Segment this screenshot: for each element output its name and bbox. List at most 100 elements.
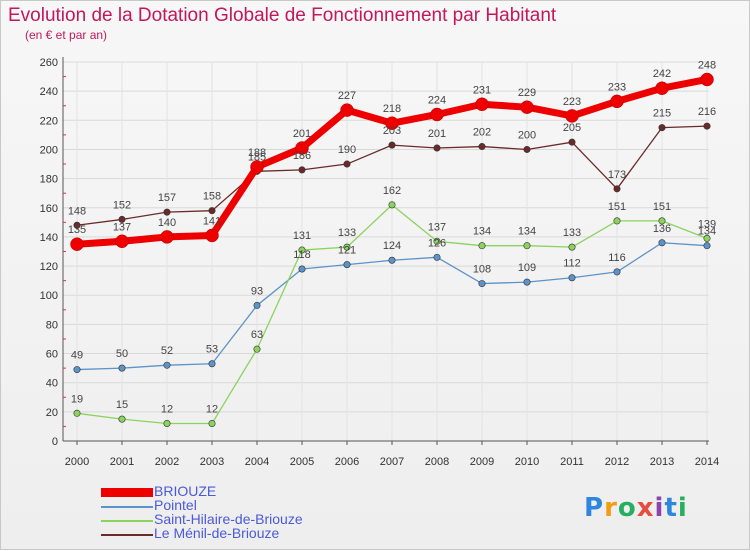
y-tick-label-180: 180: [40, 174, 58, 186]
legend-swatch-saint-hilaire-de-briouze: [101, 520, 153, 522]
data-label-briouze-2008: 224: [428, 94, 446, 106]
point-le-m-nil-de-briouze-2010: [523, 145, 531, 153]
point-pointel-2008: [433, 253, 441, 261]
point-pointel-2009: [478, 280, 486, 288]
data-label-pointel-2002: 52: [161, 345, 173, 357]
y-tick-label-40: 40: [46, 378, 58, 390]
point-le-m-nil-de-briouze-2001: [118, 215, 126, 223]
data-label-saint-hilaire-de-briouze-2005: 131: [293, 230, 311, 242]
point-saint-hilaire-de-briouze-2003: [208, 420, 216, 428]
point-le-m-nil-de-briouze-2012: [613, 185, 621, 193]
x-tick-label-2005: 2005: [290, 456, 314, 468]
data-label-saint-hilaire-de-briouze-2006: 133: [338, 227, 356, 239]
x-tick-label-2001: 2001: [110, 456, 134, 468]
data-label-le-m-nil-de-briouze-2005: 186: [293, 150, 311, 162]
data-label-pointel-2010: 109: [518, 262, 536, 274]
x-tick-label-2002: 2002: [155, 456, 179, 468]
chart-title: Evolution de la Dotation Globale de Fonc…: [8, 5, 557, 26]
point-saint-hilaire-de-briouze-2002: [163, 420, 171, 428]
data-label-pointel-2007: 124: [383, 240, 401, 252]
x-tick-label-2010: 2010: [515, 456, 539, 468]
legend-swatch-pointel: [101, 506, 153, 508]
data-label-briouze-2003: 141: [203, 215, 221, 227]
point-saint-hilaire-de-briouze-2012: [613, 217, 621, 225]
data-label-briouze-2014: 248: [698, 59, 716, 71]
point-pointel-2005: [298, 265, 306, 273]
data-label-pointel-2009: 108: [473, 264, 491, 276]
x-tick-label-2014: 2014: [695, 456, 719, 468]
point-briouze-2009: [475, 97, 489, 112]
y-tick-label-100: 100: [40, 290, 58, 302]
data-label-pointel-2000: 49: [71, 350, 83, 362]
point-briouze-2006: [340, 103, 354, 117]
data-label-saint-hilaire-de-briouze-2003: 12: [206, 404, 218, 416]
data-label-briouze-2002: 140: [158, 217, 176, 229]
data-label-pointel-2006: 121: [338, 245, 356, 257]
point-saint-hilaire-de-briouze-2000: [73, 409, 81, 417]
point-saint-hilaire-de-briouze-2008: [433, 237, 441, 245]
point-pointel-2010: [523, 278, 531, 286]
data-label-briouze-2009: 231: [473, 84, 491, 96]
point-saint-hilaire-de-briouze-2014: [703, 234, 711, 242]
proxiti-logo: Proxiti: [584, 493, 688, 523]
data-label-pointel-2003: 53: [206, 344, 218, 356]
data-label-le-m-nil-de-briouze-2010: 200: [518, 129, 536, 141]
y-tick-label-260: 260: [40, 57, 58, 69]
y-tick-label-0: 0: [52, 436, 58, 448]
data-label-le-m-nil-de-briouze-2013: 215: [653, 108, 671, 120]
data-label-briouze-2010: 229: [518, 87, 536, 99]
data-label-pointel-2014: 134: [698, 226, 716, 238]
data-label-briouze-2006: 227: [338, 90, 356, 102]
x-tick-label-2013: 2013: [650, 456, 674, 468]
data-label-le-m-nil-de-briouze-2009: 202: [473, 127, 491, 139]
y-tick-label-140: 140: [40, 232, 58, 244]
legend-label-saint-hilaire-de-briouze: Saint-Hilaire-de-Briouze: [154, 511, 303, 527]
data-label-briouze-2013: 242: [653, 68, 671, 80]
data-label-le-m-nil-de-briouze-2000: 148: [68, 205, 86, 217]
point-briouze-2014: [700, 72, 714, 87]
data-label-le-m-nil-de-briouze-2002: 157: [158, 192, 176, 204]
point-saint-hilaire-de-briouze-2007: [388, 201, 396, 209]
x-tick-label-2012: 2012: [605, 456, 629, 468]
point-pointel-2002: [163, 361, 171, 369]
point-le-m-nil-de-briouze-2011: [568, 138, 576, 146]
data-label-le-m-nil-de-briouze-2007: 203: [383, 125, 401, 137]
point-briouze-2011: [565, 109, 579, 123]
data-label-pointel-2012: 116: [608, 252, 626, 264]
point-briouze-2005: [295, 141, 309, 155]
data-label-le-m-nil-de-briouze-2012: 173: [608, 169, 626, 181]
point-briouze-2004: [250, 160, 264, 174]
x-tick-label-2008: 2008: [425, 456, 449, 468]
y-tick-label-60: 60: [46, 349, 58, 361]
point-saint-hilaire-de-briouze-2013: [658, 217, 666, 225]
y-tick-label-240: 240: [40, 86, 58, 98]
point-briouze-2010: [520, 100, 534, 114]
data-label-le-m-nil-de-briouze-2014: 216: [698, 106, 716, 118]
point-briouze-2007: [385, 116, 399, 130]
data-label-saint-hilaire-de-briouze-2004: 63: [251, 329, 263, 341]
data-label-saint-hilaire-de-briouze-2000: 19: [71, 393, 83, 405]
point-le-m-nil-de-briouze-2009: [478, 143, 486, 151]
y-tick-label-160: 160: [40, 203, 58, 215]
point-pointel-2001: [118, 364, 126, 372]
data-label-saint-hilaire-de-briouze-2009: 134: [473, 226, 491, 238]
point-pointel-2003: [208, 360, 216, 368]
point-pointel-2011: [568, 274, 576, 282]
point-pointel-2000: [73, 366, 81, 374]
x-tick-label-2003: 2003: [200, 456, 224, 468]
point-saint-hilaire-de-briouze-2011: [568, 243, 576, 251]
x-tick-label-2011: 2011: [560, 456, 584, 468]
data-label-saint-hilaire-de-briouze-2013: 151: [653, 201, 671, 213]
y-tick-label-220: 220: [40, 115, 58, 127]
point-pointel-2013: [658, 239, 666, 247]
data-label-briouze-2012: 233: [608, 81, 626, 93]
point-le-m-nil-de-briouze-2005: [298, 166, 306, 174]
point-briouze-2012: [610, 94, 624, 109]
point-le-m-nil-de-briouze-2007: [388, 141, 396, 149]
legend-swatch-le-m-nil-de-briouze: [101, 534, 153, 536]
data-label-saint-hilaire-de-briouze-2012: 151: [608, 201, 626, 213]
x-tick-label-2009: 2009: [470, 456, 494, 468]
point-pointel-2007: [388, 256, 396, 264]
